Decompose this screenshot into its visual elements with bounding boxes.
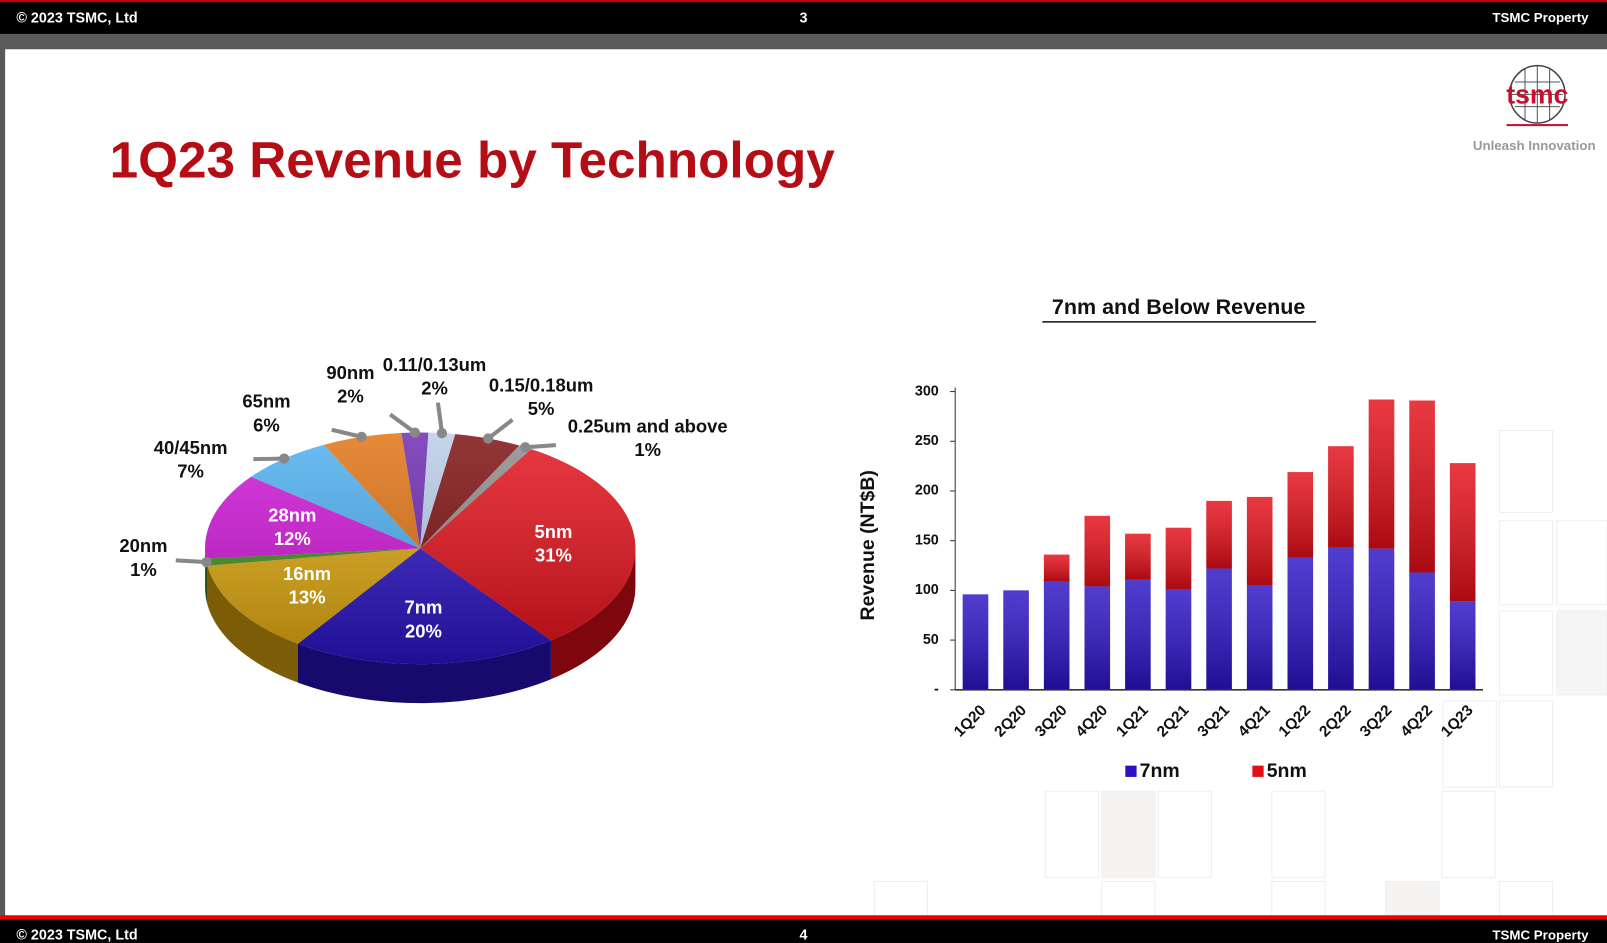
bar-segment <box>1246 496 1273 586</box>
background-tiles <box>873 429 1607 917</box>
leader-dot <box>520 442 531 453</box>
y-tick-label: 50 <box>923 632 939 648</box>
bottom-left-text: © 2023 TSMC, Ltd <box>16 928 137 943</box>
slice-value-label: 1% <box>130 559 157 580</box>
slice-value-label: 2% <box>337 386 364 407</box>
bar-segment <box>1043 581 1070 690</box>
logo: tsmc Unleash Innovation <box>1473 64 1596 153</box>
bottom-bar <box>0 919 1607 943</box>
leader-dot <box>483 433 494 444</box>
slice-value-label: 12% <box>274 528 311 549</box>
bar-segment <box>1165 527 1192 590</box>
bar-segment <box>1084 515 1111 587</box>
leader-line <box>525 443 557 450</box>
bar-segment <box>962 594 989 690</box>
logo-text: tsmc <box>1506 79 1568 109</box>
bar-segment <box>1084 586 1111 690</box>
bar-segment <box>1409 400 1435 573</box>
slice-name: 65nm <box>242 391 290 412</box>
slice-name: 28nm <box>268 504 316 525</box>
tagline: Unleash Innovation <box>1473 138 1596 153</box>
slice-value-label: 31% <box>535 545 572 566</box>
bar-segment <box>1206 568 1232 690</box>
slice-name: 20nm <box>119 535 167 556</box>
slice-name: 16nm <box>283 563 331 584</box>
slice-name: 40/45nm <box>154 437 228 458</box>
slide-title: 1Q23 Revenue by Technology <box>110 132 836 189</box>
y-axis-label: Revenue (NT$B) <box>857 470 879 620</box>
bar-segment <box>1328 446 1354 548</box>
legend-label: 7nm <box>1140 760 1180 782</box>
chart-title: 7nm and Below Revenue <box>1052 295 1306 319</box>
legend-label: 5nm <box>1267 760 1307 782</box>
bar-segment <box>1328 547 1354 690</box>
bar-segment <box>1165 589 1192 690</box>
bar-segment <box>1043 554 1070 582</box>
y-tick-label: 100 <box>915 582 939 598</box>
slice-value-label: 7% <box>177 460 204 481</box>
bar-segment <box>1449 601 1476 690</box>
slice-value-label: 5% <box>528 398 555 419</box>
bar-segment <box>1287 472 1314 558</box>
bar-segment <box>1449 463 1476 602</box>
leader-dot <box>279 453 290 464</box>
leader-line <box>175 558 207 565</box>
slice-value-label: 2% <box>421 377 448 398</box>
y-tick-label: 200 <box>915 483 939 499</box>
slice-value-label: 6% <box>253 414 280 435</box>
leader-dot <box>436 428 448 439</box>
slice-name: 5nm <box>534 521 572 542</box>
top-left-text: © 2023 TSMC, Ltd <box>16 10 137 26</box>
slice-name: 7nm <box>404 597 442 618</box>
bar-segment <box>1206 500 1232 569</box>
slice-value-label: 13% <box>289 587 326 608</box>
bar-segment <box>1125 579 1151 690</box>
bottom-rule <box>0 915 1607 920</box>
pie-slice-side <box>297 640 551 704</box>
y-tick-label: 150 <box>915 532 939 548</box>
bar-segment <box>1003 590 1029 690</box>
leader-dot <box>409 427 421 438</box>
slice-name: 90nm <box>326 362 374 383</box>
bar-segment <box>1125 533 1151 580</box>
bar-segment <box>1368 399 1395 549</box>
bar-segment <box>1287 557 1314 690</box>
leader-dot <box>356 431 367 443</box>
top-right-text: TSMC Property <box>1492 10 1589 25</box>
bar-segment <box>1409 572 1435 690</box>
y-tick-label: - <box>934 682 939 698</box>
page-number: 4 <box>800 928 808 943</box>
legend-swatch <box>1252 765 1264 777</box>
leader-dot <box>201 556 212 568</box>
leader-line <box>435 402 444 434</box>
slice-value-label: 1% <box>634 439 661 460</box>
slice-name: 0.25um and above <box>568 415 728 436</box>
slice-name: 0.11/0.13um <box>383 354 487 375</box>
top-rule <box>0 0 1607 3</box>
y-tick-label: 300 <box>915 383 939 399</box>
y-tick-label: 250 <box>915 433 939 449</box>
slice-value-label: 20% <box>405 620 442 641</box>
bar-segment <box>1246 585 1273 690</box>
slice-name: 0.15/0.18um <box>489 374 594 395</box>
page-number: 3 <box>800 10 808 26</box>
bottom-right-text: TSMC Property <box>1492 927 1589 942</box>
bar-segment <box>1368 548 1395 690</box>
legend-swatch <box>1125 765 1137 777</box>
top-bar <box>0 0 1607 34</box>
leader-line <box>486 418 514 441</box>
